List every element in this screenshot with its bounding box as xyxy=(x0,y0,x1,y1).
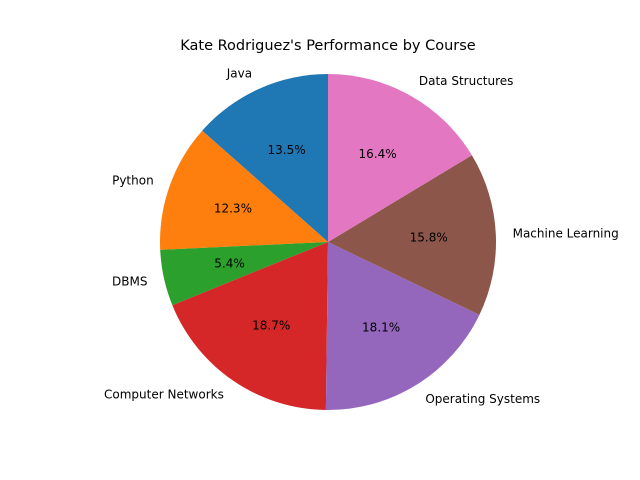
pie-slice-operating-systems xyxy=(325,242,480,411)
slice-label-data-structures: Data Structures xyxy=(419,74,514,88)
slice-percent-java: 13.5% xyxy=(268,143,306,157)
slice-percent-dbms: 5.4% xyxy=(214,257,245,271)
slice-label-operating-systems: Operating Systems xyxy=(425,392,540,406)
pie-labels: Java 13.5% Python 12.3% DBMS 5.4% Computer Net… xyxy=(104,67,619,407)
slice-percent-data-structures: 16.4% xyxy=(359,147,397,161)
pie-slice-computer-networks xyxy=(172,242,328,410)
slice-label-java: Java xyxy=(226,67,252,81)
slice-percent-computer-networks: 18.7% xyxy=(252,318,290,332)
pie-slice-machine-learning xyxy=(328,155,497,315)
slice-label-machine-learning: Machine Learning xyxy=(513,226,619,240)
slice-percent-operating-systems: 18.1% xyxy=(362,321,400,335)
pie-slices xyxy=(160,74,497,411)
slice-label-computer-networks: Computer Networks xyxy=(104,388,224,402)
pie-slice-java xyxy=(202,74,328,242)
slice-percent-python: 12.3% xyxy=(214,202,252,216)
slice-percent-machine-learning: 15.8% xyxy=(410,230,448,244)
pie-slice-python xyxy=(160,130,328,250)
pie-slice-dbms xyxy=(160,242,328,306)
chart-title: Kate Rodriguez's Performance by Course xyxy=(180,38,476,54)
slice-label-python: Python xyxy=(112,174,154,188)
slice-label-dbms: DBMS xyxy=(112,275,147,289)
pie-slice-data-structures xyxy=(328,74,472,242)
